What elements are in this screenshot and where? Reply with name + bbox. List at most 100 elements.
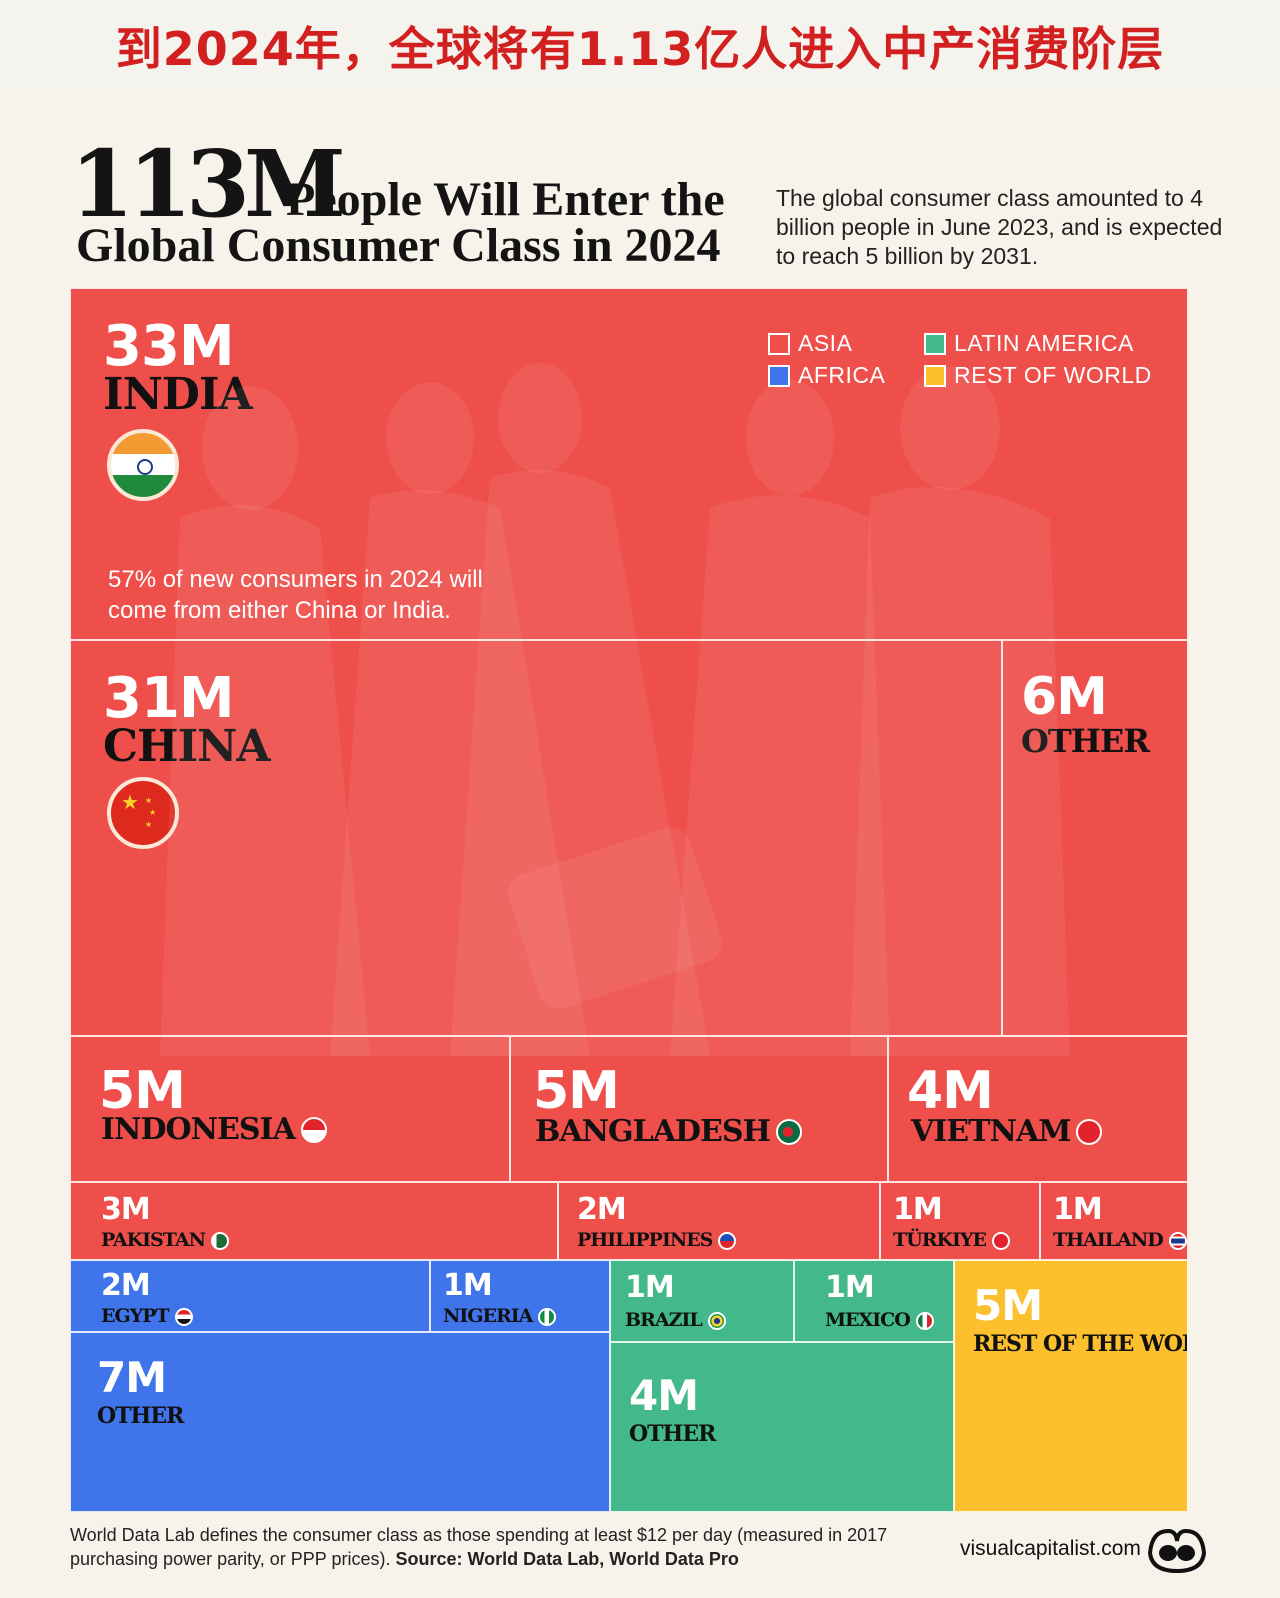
cell-value: 5M [99, 1061, 186, 1121]
cell-label-text: PHILIPPINES [577, 1229, 713, 1251]
cell-label-text: EGYPT [101, 1305, 170, 1327]
cell-value: 1M [825, 1270, 875, 1305]
cell-label: VIETNAM [911, 1114, 1103, 1149]
chakra-icon [137, 459, 153, 475]
cell-label-text: VIETNAM [911, 1114, 1071, 1149]
cell-label-text: INDONESIA [101, 1112, 296, 1147]
cell-label: NIGERIA [443, 1305, 557, 1327]
cell-label-text: OTHER [629, 1421, 716, 1447]
legend-label: LATIN AMERICA [954, 330, 1134, 356]
cell-label: OTHER [97, 1403, 184, 1429]
legend-item: REST OF WORLD [924, 362, 1152, 389]
treemap-cell-other: 6M OTHER [1002, 640, 1188, 1036]
flag-icon [991, 1231, 1010, 1250]
flag-icon [1076, 1119, 1103, 1145]
cell-value: 4M [629, 1371, 699, 1420]
cell-label-text: CHINA [103, 721, 271, 772]
legend-label: AFRICA [798, 362, 886, 388]
treemap-cell-brazil: 1M BRAZIL [610, 1260, 794, 1342]
cell-label-text: BRAZIL [625, 1309, 703, 1331]
cell-label: PAKISTAN [101, 1231, 229, 1250]
cell-value: 2M [577, 1192, 627, 1227]
india-flag-icon [107, 429, 179, 501]
cell-value: 4M [907, 1061, 994, 1121]
cell-label-text: TÜRKIYE [893, 1229, 987, 1251]
cell-value: 3M [101, 1192, 151, 1227]
legend-label: REST OF WORLD [954, 362, 1152, 388]
visual-capitalist-logo-icon [1147, 1528, 1207, 1574]
headline-line-1: People Will Enter the [286, 173, 725, 226]
footer-source: Source: World Data Lab, World Data Pro [395, 1549, 739, 1569]
cell-label-text: INDIA [103, 369, 253, 420]
cell-value: 7M [97, 1353, 167, 1402]
cell-label: BANGLADESH [535, 1117, 802, 1147]
flag-icon [174, 1307, 193, 1326]
headline-number: 113M [70, 130, 346, 238]
treemap-cell-bangladesh: 5M BANGLADESH [510, 1036, 888, 1182]
cell-label: CHINA [103, 721, 271, 772]
cell-label-text: BANGLADESH [535, 1114, 771, 1149]
flag-icon [775, 1119, 802, 1145]
cell-value: 5M [973, 1281, 1043, 1330]
cell-label-text: OTHER [97, 1403, 184, 1429]
treemap-cell-t-rkiye: 1M TÜRKIYE [880, 1182, 1040, 1260]
treemap-cell-india: 33M INDIA [70, 288, 1188, 640]
treemap-cell-other: 4M OTHER [610, 1342, 954, 1512]
cell-value: 2M [101, 1268, 151, 1303]
legend-item: AFRICA [768, 362, 885, 389]
cell-value: 33M [103, 314, 235, 379]
cell-label-text: MEXICO [825, 1309, 911, 1331]
cell-value: 1M [443, 1268, 493, 1303]
flag-icon [718, 1231, 737, 1250]
treemap-cell-indonesia: 5M INDONESIA [70, 1036, 510, 1182]
headline-line-2: Global Consumer Class in 2024 [76, 219, 721, 272]
small-star-icon: ★ [145, 796, 153, 805]
cell-label: REST OF THE WORLD [973, 1331, 1187, 1357]
treemap-cell-thailand: 1M THAILAND [1040, 1182, 1188, 1260]
cell-label-text: NIGERIA [443, 1305, 533, 1327]
treemap-cell-vietnam: 4M VIETNAM [888, 1036, 1188, 1182]
cell-label-text: OTHER [1021, 722, 1150, 760]
flag-icon [707, 1311, 726, 1330]
cell-value: 1M [893, 1192, 943, 1227]
small-star-icon: ★ [149, 808, 157, 817]
cell-label: INDIA [103, 369, 253, 420]
site-name: visualcapitalist.com [960, 1537, 1141, 1560]
flag-icon [915, 1311, 934, 1330]
cell-label-text: THAILAND [1053, 1229, 1164, 1251]
legend-label: ASIA [798, 330, 853, 356]
cell-label-text: REST OF THE WORLD [973, 1331, 1187, 1357]
cell-label-text: PAKISTAN [101, 1229, 206, 1251]
cell-value: 31M [103, 666, 235, 731]
cell-value: 1M [1053, 1192, 1103, 1227]
treemap-cell-mexico: 1M MEXICO [794, 1260, 954, 1342]
treemap-cell-philippines: 2M PHILIPPINES [558, 1182, 880, 1260]
cell-label: THAILAND [1053, 1231, 1187, 1250]
chinese-title: 到2024年，全球将有1.13亿人进入中产消费阶层 [115, 22, 1165, 76]
treemap-cell-nigeria: 1M NIGERIA [430, 1260, 610, 1332]
india-china-note: 57% of new consumers in 2024 will come f… [108, 566, 483, 624]
flag-icon [300, 1117, 327, 1143]
legend-item: ASIA [768, 330, 852, 357]
legend: ASIA LATIN AMERICA AFRICA REST OF WORLD [768, 330, 1168, 400]
cell-label: PHILIPPINES [577, 1229, 737, 1251]
intro-text: The global consumer class amounted to 4 … [776, 185, 1223, 269]
cell-label: TÜRKIYE [893, 1231, 1010, 1250]
legend-swatch [768, 332, 790, 355]
cell-label: INDONESIA [101, 1115, 327, 1145]
treemap-cell-china: 31M CHINA ★ ★ ★ ★ [70, 640, 1002, 1036]
treemap-cell-egypt: 2M EGYPT [70, 1260, 430, 1332]
cell-label: OTHER [1021, 722, 1150, 760]
star-icon: ★ [121, 792, 139, 814]
legend-item: LATIN AMERICA [924, 330, 1134, 357]
cell-label: MEXICO [825, 1311, 934, 1330]
flag-icon [538, 1307, 557, 1326]
footer-definition: World Data Lab defines the consumer clas… [70, 1525, 888, 1569]
cell-label: OTHER [629, 1421, 716, 1447]
legend-swatch [924, 364, 946, 387]
china-flag-icon: ★ ★ ★ ★ [107, 777, 179, 849]
treemap-cell-pakistan: 3M PAKISTAN [70, 1182, 558, 1260]
legend-swatch [924, 332, 946, 355]
footer-note: World Data Lab defines the consumer clas… [70, 1523, 950, 1571]
